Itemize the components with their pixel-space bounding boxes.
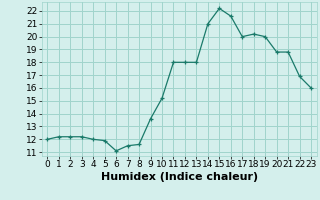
X-axis label: Humidex (Indice chaleur): Humidex (Indice chaleur) xyxy=(100,172,258,182)
